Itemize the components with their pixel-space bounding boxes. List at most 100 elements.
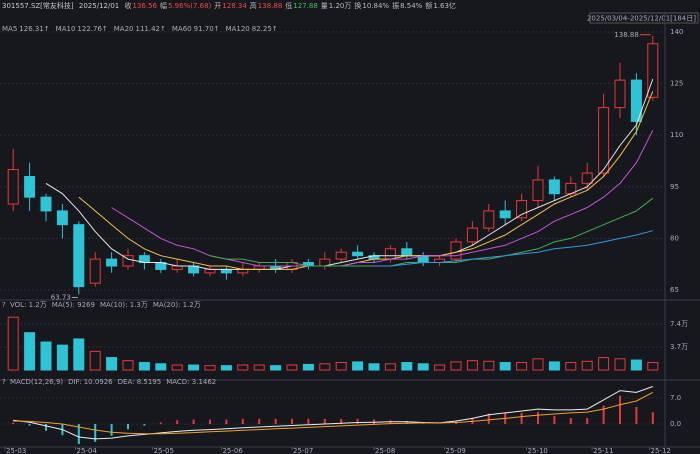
panel-header: MA(10): 1.3万	[100, 301, 148, 309]
volume-bar	[434, 364, 446, 371]
panel-header: DIF: 10.0926	[68, 378, 113, 386]
panel-header: MA(20): 1.2万	[153, 301, 201, 309]
macd-line	[13, 391, 654, 435]
volume-bar	[122, 360, 134, 371]
range-box	[589, 12, 699, 24]
macd-bar	[274, 418, 277, 425]
macd-bar	[619, 395, 621, 425]
date: 2025/12/01	[78, 2, 120, 10]
candle-body	[630, 79, 642, 122]
legend-value: 91.70↑	[194, 25, 220, 33]
panel-header: VOL: 1.2万	[10, 301, 47, 309]
y-tick-label: 7.4万	[670, 320, 688, 328]
volume-bar	[155, 363, 167, 371]
volume-bar	[319, 363, 331, 371]
macd-bar	[602, 405, 605, 425]
macd-bar	[45, 424, 47, 431]
x-tick-label: 25-12	[651, 447, 671, 454]
field-label: 收	[124, 2, 132, 10]
candle-body	[499, 210, 511, 219]
macd-bar	[356, 418, 359, 425]
candle-body	[532, 179, 544, 202]
volume-bar	[138, 362, 150, 371]
ma-line	[374, 230, 653, 267]
macd-bar	[176, 420, 179, 425]
y-tick-label: 140	[670, 28, 683, 36]
volume-bar	[581, 360, 593, 371]
x-tick-label: 25-06	[222, 447, 243, 454]
panel-icon: ?	[2, 301, 6, 309]
volume-bar	[516, 362, 528, 371]
macd-bar	[537, 412, 539, 425]
volume-bar	[89, 350, 101, 371]
field-label: 换	[354, 2, 362, 10]
y-tick-label: 65	[670, 286, 679, 294]
range-label: 2025/03/04-2025/12/01[184日]	[587, 15, 696, 23]
quote-header: 301557.SZ[常友科技] 2025/12/01 收136.56 幅5.96%…	[2, 0, 462, 12]
macd-bar	[340, 418, 343, 425]
candle-body	[237, 268, 249, 274]
x-tick-label: 25-05	[154, 447, 174, 454]
panel-header: MACD(12,26,9)	[10, 378, 63, 386]
panel-header: MA(5): 9269	[52, 301, 95, 309]
x-tick-label: 25-03	[6, 447, 26, 454]
candle-body	[7, 169, 19, 205]
y-tick-label: 80	[670, 234, 679, 242]
volume-bar	[548, 361, 560, 371]
candle-body	[122, 255, 134, 267]
volume-bar	[73, 338, 85, 371]
macd-bar	[422, 423, 425, 425]
candle-body	[24, 175, 36, 198]
macd-bar	[159, 422, 162, 425]
quote-fields: 收136.56 幅5.96%(7.68) 开128.34 高138.88 低127.88…	[124, 2, 458, 10]
volume-bar	[302, 363, 314, 371]
candle-body	[384, 248, 396, 260]
x-tick-label: 25-04	[77, 447, 98, 454]
macd-bar	[569, 418, 572, 425]
volume-bar	[7, 316, 19, 371]
ma-line	[45, 78, 654, 270]
field-label: 幅	[159, 2, 167, 10]
candle-body	[56, 210, 68, 226]
legend-value: 126.31↑	[19, 25, 49, 33]
low-annotation: 63.73	[51, 293, 71, 301]
legend-name: MA20	[114, 25, 134, 33]
candle-body	[89, 258, 101, 284]
macd-bar	[258, 418, 261, 425]
macd-bar	[241, 418, 244, 425]
field-label: 开	[214, 2, 222, 10]
legend-value: 111.42↑	[136, 25, 166, 33]
macd-bar	[651, 412, 654, 425]
y-tick-label: 125	[670, 80, 683, 88]
macd-bar	[405, 421, 408, 425]
candle-body	[483, 210, 495, 229]
candle-body	[647, 43, 659, 98]
volume-bar	[417, 363, 429, 371]
y-tick-label: 0.0	[670, 420, 681, 428]
macd-bar	[323, 418, 326, 425]
x-tick-label: 25-11	[593, 447, 613, 454]
field-value: 136.56	[132, 2, 157, 10]
macd-bar	[520, 412, 523, 425]
field-value: 1.20万	[328, 2, 352, 10]
legend-name: MA10	[56, 25, 76, 33]
field-value: 8.54%	[400, 2, 423, 10]
volume-bar	[401, 362, 413, 371]
candle-body	[352, 251, 364, 257]
macd-bar	[586, 418, 589, 425]
macd-line	[13, 386, 653, 440]
candle-body	[73, 224, 85, 288]
volume-bar	[368, 363, 380, 371]
x-tick-label: 25-08	[375, 447, 395, 454]
volume-bar	[630, 359, 642, 371]
macd-bar	[553, 415, 556, 425]
x-tick-label: 25-07	[293, 447, 313, 454]
panel-icon: ?	[2, 378, 6, 386]
volume-bar	[237, 364, 249, 371]
field-value: 127.88	[293, 2, 318, 10]
macd-bar	[192, 419, 195, 425]
macd-bar	[209, 419, 211, 425]
macd-bar	[635, 406, 638, 425]
candle-body	[204, 268, 216, 274]
